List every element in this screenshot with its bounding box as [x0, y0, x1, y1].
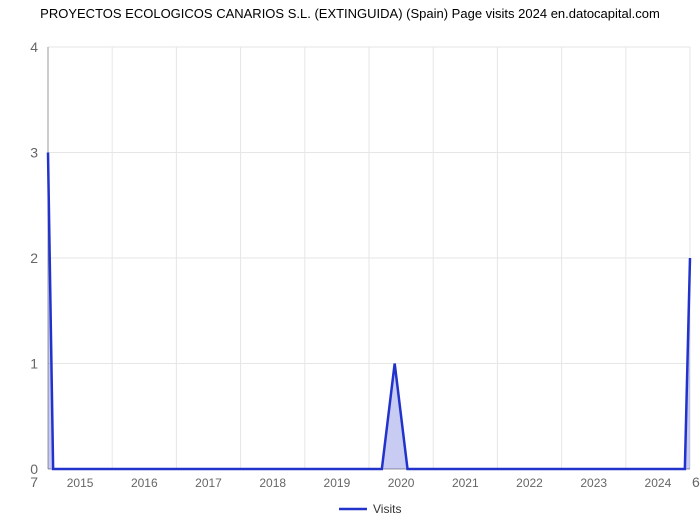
x-tick-label: 2023 [580, 476, 607, 490]
x-tick-label: 2021 [452, 476, 479, 490]
x-tick-label: 2016 [131, 476, 158, 490]
visits-line-chart: 0123420152016201720182019202020212022202… [0, 21, 700, 521]
chart-title: PROYECTOS ECOLOGICOS CANARIOS S.L. (EXTI… [0, 0, 700, 21]
chart-container: PROYECTOS ECOLOGICOS CANARIOS S.L. (EXTI… [0, 0, 700, 500]
x-tick-label: 2017 [195, 476, 222, 490]
x-tick-label: 2024 [645, 476, 672, 490]
corner-br: 6 [692, 474, 700, 490]
x-tick-label: 2019 [324, 476, 351, 490]
x-tick-label: 2022 [516, 476, 543, 490]
x-tick-label: 2015 [67, 476, 94, 490]
y-tick-label: 4 [30, 39, 38, 55]
y-tick-label: 1 [30, 356, 38, 372]
legend-label: Visits [373, 502, 401, 516]
y-tick-label: 2 [30, 250, 38, 266]
x-tick-label: 2018 [259, 476, 286, 490]
corner-bl: 7 [30, 474, 38, 490]
y-tick-label: 3 [30, 145, 38, 161]
x-tick-label: 2020 [388, 476, 415, 490]
